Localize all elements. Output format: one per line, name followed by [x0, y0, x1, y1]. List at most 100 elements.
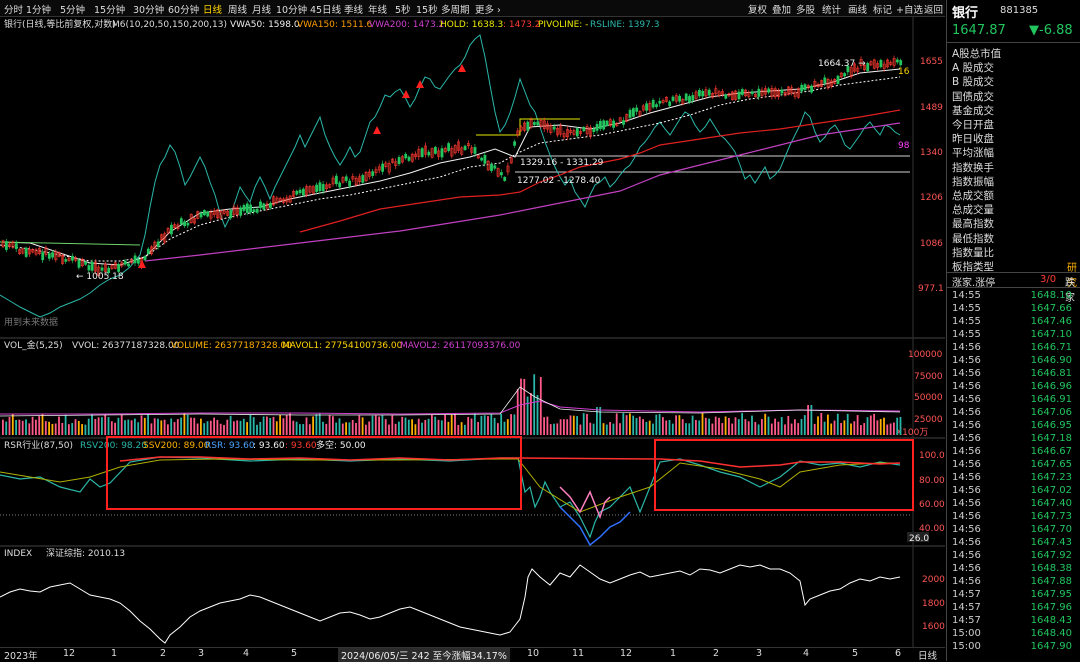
volume-bar	[843, 420, 846, 435]
volume-bar	[305, 417, 308, 435]
volume-bar	[335, 422, 338, 435]
volume-bar	[691, 415, 694, 435]
period-tab-45day[interactable]: 45日线	[310, 5, 342, 16]
rsr-y-tick: 60.00	[919, 500, 945, 510]
signal-triangle	[416, 80, 424, 88]
x-label: 4	[803, 648, 810, 659]
candle-body	[763, 88, 767, 95]
candle-body	[796, 88, 800, 98]
candle-body	[34, 249, 38, 255]
y-tick: 1086	[920, 239, 943, 249]
x-label: 3	[756, 648, 763, 659]
candle-body	[737, 91, 741, 100]
volume-bar	[850, 423, 852, 435]
volume-bar	[503, 421, 506, 435]
tick-row: 14:56 1647.40	[952, 498, 1077, 511]
volume-bar	[332, 416, 334, 435]
tick-row: 14:56 1646.95	[952, 420, 1077, 433]
tick-time: 14:56	[952, 524, 981, 535]
volume-bar	[77, 420, 80, 435]
period-tab-分时[interactable]: 分时	[4, 5, 24, 16]
hold-value: HOLD: 1638.3	[440, 20, 503, 30]
period-tab-more[interactable]: 更多 ›	[475, 5, 501, 16]
tick-time: 14:56	[952, 342, 981, 353]
tick-row: 14:57 1647.96	[952, 602, 1077, 615]
candle-body	[193, 218, 196, 224]
candle-body	[222, 210, 226, 214]
vol-y-tick: 25000	[914, 415, 943, 425]
fuquan-button[interactable]: 复权	[748, 5, 768, 16]
candle-body	[516, 130, 520, 135]
candle-body	[292, 191, 295, 197]
mark-button[interactable]: 标记	[873, 5, 893, 16]
quote-panel: 银行 881385 1647.87 ▼-6.88 A股总市值 A 股成交 B 股成交…	[946, 0, 1080, 661]
volume-bar	[312, 416, 314, 435]
period-tab-15sec[interactable]: 15秒	[416, 5, 438, 16]
volume-bar	[200, 418, 202, 435]
candle-body	[367, 171, 371, 177]
volume-bar	[473, 413, 476, 435]
volume-bar	[404, 417, 407, 435]
candle-body	[800, 84, 804, 92]
period-tab-weekly[interactable]: 周线	[228, 5, 248, 16]
candle-body	[67, 257, 71, 261]
rsr-series-red	[119, 456, 901, 468]
volume-bar	[718, 417, 720, 435]
period-tab-5min[interactable]: 5分钟	[60, 5, 86, 16]
chart-area[interactable]: 银行(日线,等比前复权,对数) M6(10,20,50,150,200,13) …	[0, 17, 945, 649]
multi-stock-button[interactable]: 多股	[796, 5, 816, 16]
volume-bar	[147, 413, 149, 435]
period-tab-15min[interactable]: 15分钟	[94, 5, 126, 16]
volume-bar	[566, 419, 569, 435]
volume-bar	[520, 378, 522, 435]
period-tab-10min[interactable]: 10分钟	[276, 5, 308, 16]
volume-bar	[457, 424, 460, 435]
period-tab-30min[interactable]: 30分钟	[133, 5, 165, 16]
candle-body	[684, 93, 688, 101]
candle-body	[806, 85, 810, 89]
volume-bar	[860, 424, 862, 435]
tick-row: 14:56 1646.71	[952, 342, 1077, 355]
volume-bar	[25, 419, 27, 435]
candle-body	[750, 91, 754, 94]
overlay-button[interactable]: 叠加	[772, 5, 792, 16]
volume-bar	[688, 423, 691, 435]
period-tab-daily[interactable]: 日线	[203, 5, 223, 16]
draw-button[interactable]: 画线	[848, 5, 868, 16]
candle-body	[895, 59, 899, 63]
period-tab-1min[interactable]: 1分钟	[26, 5, 52, 16]
volume-bar	[671, 423, 674, 435]
vol-y-tick: 50000	[914, 393, 943, 403]
add-favorite-button[interactable]: +自选	[896, 5, 923, 16]
candle-body	[882, 63, 886, 69]
period-tab-60min[interactable]: 60分钟	[168, 5, 200, 16]
volume-bar	[153, 418, 156, 435]
volume-bar	[678, 415, 681, 435]
candle-body	[391, 158, 394, 163]
period-tab-quarter[interactable]: 季线	[344, 5, 364, 16]
volume-bar	[553, 423, 555, 435]
index-series	[0, 564, 901, 644]
tick-row: 14:56 1647.70	[952, 524, 1077, 537]
stats-button[interactable]: 统计	[822, 5, 842, 16]
period-tab-monthly[interactable]: 月线	[252, 5, 272, 16]
candle-body	[645, 103, 649, 111]
period-tab-multi[interactable]: 多周期	[441, 5, 470, 16]
candle-body	[846, 65, 850, 73]
candle-body	[295, 190, 299, 195]
candle-body	[5, 241, 8, 250]
limit-value: 3/0	[1040, 274, 1057, 285]
volume-bar	[259, 421, 262, 435]
volume-bar	[378, 416, 380, 435]
candle-body	[206, 211, 210, 217]
volume-bar	[101, 417, 103, 435]
hold2-value: : 1473.2	[503, 20, 540, 30]
back-button[interactable]: 返回	[924, 5, 944, 16]
period-tab-5sec[interactable]: 5秒	[395, 5, 411, 16]
volume-bar	[869, 415, 872, 435]
period-tab-year[interactable]: 年线	[368, 5, 388, 16]
candle-body	[427, 151, 431, 156]
candle-body	[285, 197, 289, 203]
tick-price: 1646.67	[1030, 446, 1072, 457]
highlight-box-right	[654, 439, 914, 511]
